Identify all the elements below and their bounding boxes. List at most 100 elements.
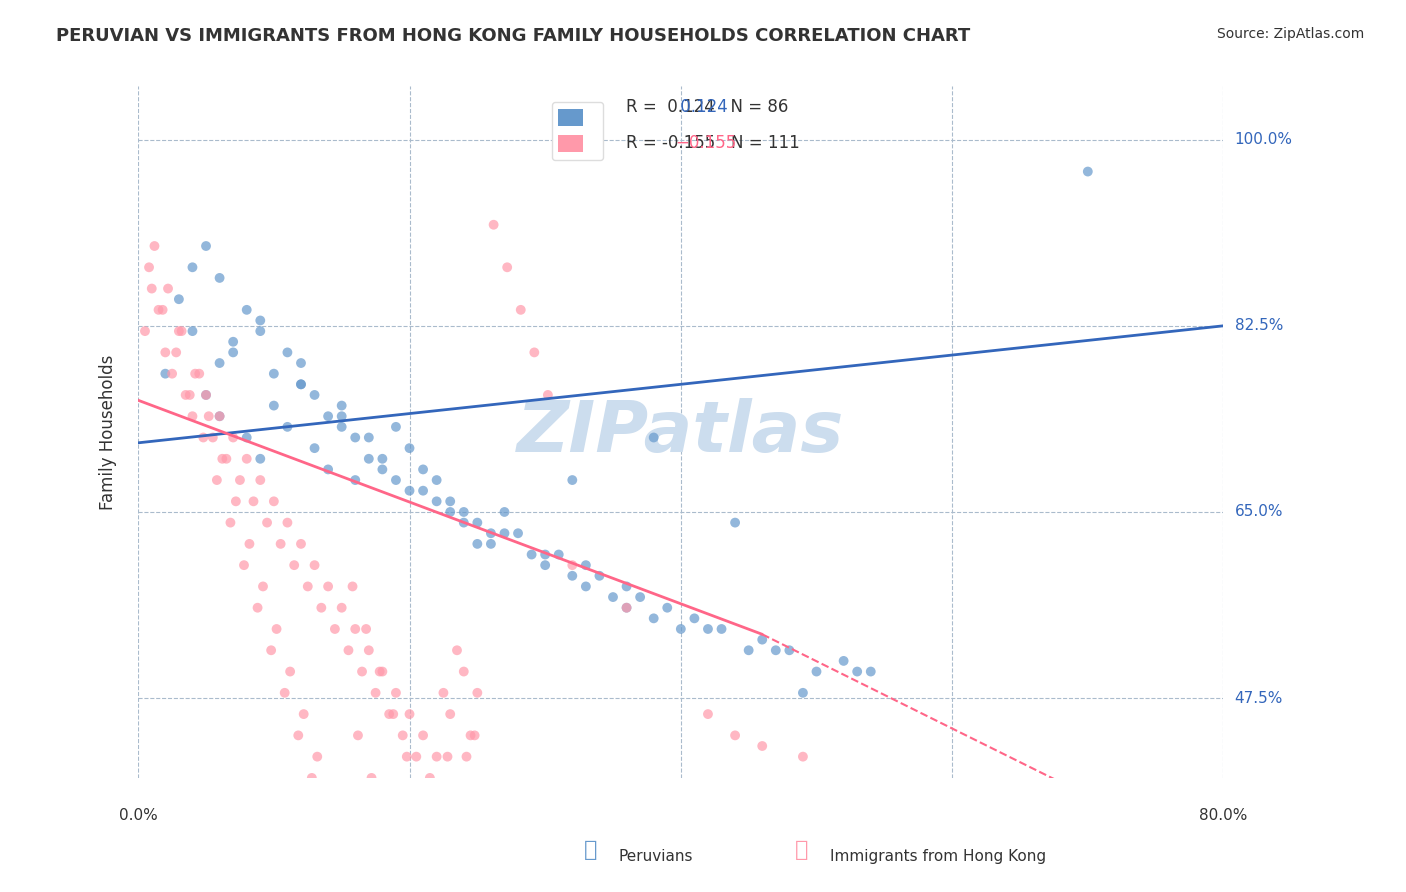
Text: 47.5%: 47.5% [1234,690,1282,706]
Point [426,473,449,487]
Point [290,377,312,392]
Point [846,665,869,679]
Point [419,771,441,785]
Text: Peruvians: Peruvians [619,849,693,863]
Text: ⬜: ⬜ [794,840,808,860]
Point [467,686,489,700]
Point [235,430,257,444]
Point [333,835,356,849]
Point [859,665,882,679]
Point [657,600,679,615]
Point [374,814,396,828]
Point [737,643,759,657]
Point [534,558,557,573]
Point [436,749,458,764]
Point [316,579,339,593]
Point [143,239,166,253]
Point [141,282,163,296]
Point [222,345,245,359]
Point [304,441,326,455]
Point [405,749,427,764]
Point [575,558,598,573]
Point [157,282,180,296]
Text: 0.0%: 0.0% [120,808,157,823]
Point [496,260,519,275]
Point [792,749,814,764]
Point [439,707,461,722]
Point [249,313,271,327]
Point [391,728,413,742]
Point [357,643,380,657]
Point [276,345,298,359]
Point [155,367,177,381]
Point [453,505,475,519]
Point [378,707,401,722]
Point [561,558,583,573]
Point [290,356,312,370]
Point [423,835,446,849]
Point [246,600,269,615]
Point [208,409,231,424]
Point [385,420,408,434]
Point [494,505,516,519]
Point [193,430,215,444]
Point [344,622,367,636]
Point [152,302,174,317]
Point [181,324,204,338]
Point [669,622,692,636]
Point [385,686,408,700]
Point [165,345,187,359]
Point [337,643,360,657]
Point [283,558,305,573]
Point [263,494,285,508]
Point [188,367,211,381]
Point [138,260,160,275]
Point [409,792,432,806]
Point [314,792,336,806]
Text: R = -0.155   N = 111: R = -0.155 N = 111 [626,134,800,152]
Point [520,548,543,562]
Point [778,643,800,657]
Point [235,451,257,466]
Point [205,473,228,487]
Point [276,420,298,434]
Text: Source: ZipAtlas.com: Source: ZipAtlas.com [1216,27,1364,41]
Point [697,707,720,722]
Point [235,302,257,317]
Text: 65.0%: 65.0% [1234,505,1284,519]
Point [249,324,271,338]
Point [323,622,346,636]
Legend: , : , [551,102,603,160]
Point [683,611,706,625]
Text: PERUVIAN VS IMMIGRANTS FROM HONG KONG FAMILY HOUSEHOLDS CORRELATION CHART: PERUVIAN VS IMMIGRANTS FROM HONG KONG FA… [56,27,970,45]
Point [184,367,207,381]
Point [426,749,449,764]
Point [371,462,394,476]
Point [467,537,489,551]
Text: 80.0%: 80.0% [1199,808,1247,823]
Point [208,409,231,424]
Point [195,388,218,402]
Point [412,462,434,476]
Point [233,558,256,573]
Point [195,239,218,253]
Point [270,537,292,551]
Point [263,367,285,381]
Point [160,367,183,381]
Point [643,611,665,625]
Point [354,622,377,636]
Point [398,707,420,722]
Point [371,451,394,466]
Point [252,579,274,593]
Point [342,579,364,593]
Point [724,516,747,530]
Point [330,409,353,424]
Point [561,473,583,487]
Point [219,516,242,530]
Point [534,548,557,562]
Text: 100.0%: 100.0% [1234,132,1292,147]
Y-axis label: Family Households: Family Households [100,354,117,510]
Point [602,590,624,604]
Point [382,707,405,722]
Point [307,749,329,764]
